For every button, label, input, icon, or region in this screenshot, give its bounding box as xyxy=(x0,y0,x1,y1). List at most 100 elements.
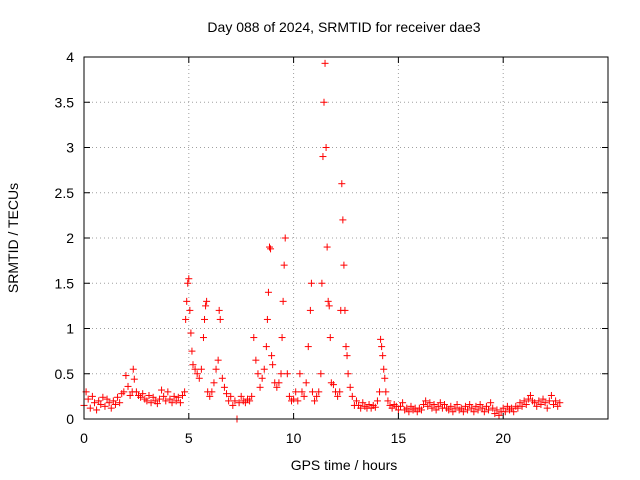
data-point xyxy=(279,297,287,305)
data-point xyxy=(265,243,273,251)
data-point xyxy=(550,401,558,409)
data-point xyxy=(357,404,365,412)
data-point xyxy=(206,392,214,400)
data-point xyxy=(524,395,532,403)
data-point xyxy=(457,404,465,412)
data-point xyxy=(185,275,193,283)
data-point xyxy=(256,383,264,391)
data-point xyxy=(533,402,541,410)
data-point xyxy=(436,399,444,407)
data-point xyxy=(231,397,239,405)
data-point xyxy=(93,406,101,414)
data-point xyxy=(306,306,314,314)
data-point xyxy=(317,370,325,378)
data-point xyxy=(531,399,539,407)
data-point xyxy=(227,392,235,400)
data-point xyxy=(451,404,459,412)
data-point xyxy=(405,408,413,416)
data-point xyxy=(166,395,174,403)
data-point xyxy=(503,402,511,410)
data-point xyxy=(203,297,211,305)
data-point xyxy=(302,379,310,387)
y-tick-label: 0 xyxy=(66,411,74,427)
data-point xyxy=(179,391,187,399)
data-point xyxy=(339,216,347,224)
data-point xyxy=(470,408,478,416)
data-point xyxy=(516,399,524,407)
chart-title: Day 088 of 2024, SRMTID for receiver dae… xyxy=(207,19,480,35)
data-point xyxy=(214,356,222,364)
data-point xyxy=(432,406,440,414)
y-tick-label: 0.5 xyxy=(55,366,75,382)
data-point xyxy=(340,261,348,269)
x-tick-label: 10 xyxy=(286,430,302,446)
data-point xyxy=(139,390,147,398)
data-point xyxy=(336,388,344,396)
data-point xyxy=(352,397,360,405)
data-point xyxy=(155,395,163,403)
data-point xyxy=(428,404,436,412)
data-point xyxy=(434,402,442,410)
data-point xyxy=(388,404,396,412)
data-point xyxy=(537,401,545,409)
data-point xyxy=(258,374,266,382)
data-point xyxy=(543,404,551,412)
data-point xyxy=(193,370,201,378)
data-point xyxy=(378,343,386,351)
data-point xyxy=(459,408,467,416)
data-point xyxy=(547,391,555,399)
data-point xyxy=(215,306,223,314)
data-point xyxy=(109,397,117,405)
data-point xyxy=(346,383,354,391)
data-point xyxy=(300,392,308,400)
data-point xyxy=(172,397,180,405)
data-point xyxy=(365,401,373,409)
data-point xyxy=(184,279,192,287)
data-point xyxy=(268,352,276,360)
x-tick-label: 0 xyxy=(80,430,88,446)
data-point xyxy=(143,397,151,405)
data-point xyxy=(341,306,349,314)
data-point xyxy=(318,279,326,287)
x-tick-labels: 0 5 10 15 20 xyxy=(80,430,511,446)
data-point xyxy=(321,59,329,67)
data-point xyxy=(382,388,390,396)
data-point xyxy=(491,410,499,418)
data-point xyxy=(359,399,367,407)
data-point xyxy=(254,370,262,378)
data-point xyxy=(487,399,495,407)
data-point xyxy=(116,399,124,407)
data-point xyxy=(541,399,549,407)
data-point xyxy=(187,329,195,337)
data-point xyxy=(403,404,411,412)
data-point xyxy=(229,401,237,409)
data-point xyxy=(323,243,331,251)
data-point xyxy=(298,388,306,396)
data-point xyxy=(202,302,210,310)
data-point xyxy=(126,391,134,399)
data-point xyxy=(334,392,342,400)
data-point xyxy=(476,401,484,409)
data-point xyxy=(381,374,389,382)
data-point xyxy=(485,406,493,414)
data-point xyxy=(311,397,319,405)
data-point xyxy=(344,370,352,378)
data-point xyxy=(520,397,528,405)
data-point xyxy=(235,399,243,407)
data-point xyxy=(338,180,346,188)
data-point xyxy=(262,343,270,351)
data-point xyxy=(225,397,233,405)
x-tick-label: 15 xyxy=(391,430,407,446)
data-point xyxy=(199,334,207,342)
data-point xyxy=(545,397,553,405)
data-point xyxy=(158,386,166,394)
data-point xyxy=(343,352,351,360)
data-point xyxy=(464,406,472,414)
data-point xyxy=(522,401,530,409)
data-point xyxy=(474,406,482,414)
data-point xyxy=(556,399,564,407)
data-point xyxy=(252,356,260,364)
data-point xyxy=(170,392,178,400)
data-point xyxy=(377,335,385,343)
data-point xyxy=(208,388,216,396)
